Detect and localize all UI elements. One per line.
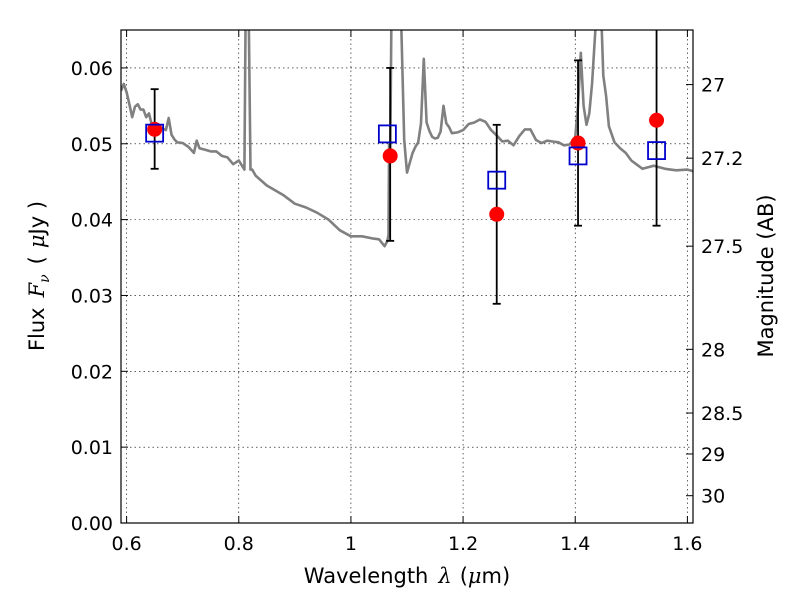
- x-tick-label: 1.2: [448, 533, 478, 555]
- observed-point: [382, 148, 398, 164]
- y-tick-label: 0.00: [71, 513, 113, 535]
- y-tick-label: 0.05: [71, 134, 113, 156]
- y-tick-label: 0.06: [71, 58, 113, 80]
- y2-tick-label: 27.2: [701, 148, 743, 170]
- y-axis-label: FluxFν(μJy ): [25, 201, 53, 351]
- observed-point: [147, 121, 163, 137]
- x-axis-label: Wavelength λ (μm): [304, 564, 510, 588]
- x-tick-label: 0.6: [111, 533, 141, 555]
- observed-point: [649, 112, 665, 128]
- x-tick-label: 1: [345, 533, 357, 555]
- y-tick-label: 0.02: [71, 361, 113, 383]
- model-band-point: [487, 170, 507, 190]
- model-band-point: [568, 146, 588, 166]
- model-band-point: [145, 123, 165, 143]
- plot-area: [121, 30, 693, 305]
- y2-tick-label: 27.5: [701, 236, 743, 258]
- y-tick-label: 0.01: [71, 437, 113, 459]
- axis-ticks: 0.6 0.8 1 1.2 1.4 1.6 0.00 0.01 0.02 0.03 0.04 0.05…: [71, 30, 743, 555]
- x-tick-label: 1.4: [560, 533, 590, 555]
- plot-frame: [120, 29, 694, 524]
- y2-tick-label: 30: [701, 486, 725, 508]
- x-tick-label: 1.6: [672, 533, 702, 555]
- model-band-point: [377, 124, 397, 144]
- y2-tick-label: 28: [701, 339, 725, 361]
- y2-tick-label: 27: [701, 75, 725, 97]
- y2-tick-label: 29: [701, 444, 725, 466]
- x-tick-label: 0.8: [224, 533, 254, 555]
- model-spectrum-line: [121, 30, 693, 248]
- secondary-y-axis-label: Magnitude (AB): [754, 194, 778, 357]
- y2-tick-label: 28.5: [701, 403, 743, 425]
- observed-point: [489, 206, 505, 222]
- y-tick-label: 0.04: [71, 210, 113, 232]
- model-band-point: [647, 141, 666, 160]
- y-tick-label: 0.03: [71, 285, 113, 307]
